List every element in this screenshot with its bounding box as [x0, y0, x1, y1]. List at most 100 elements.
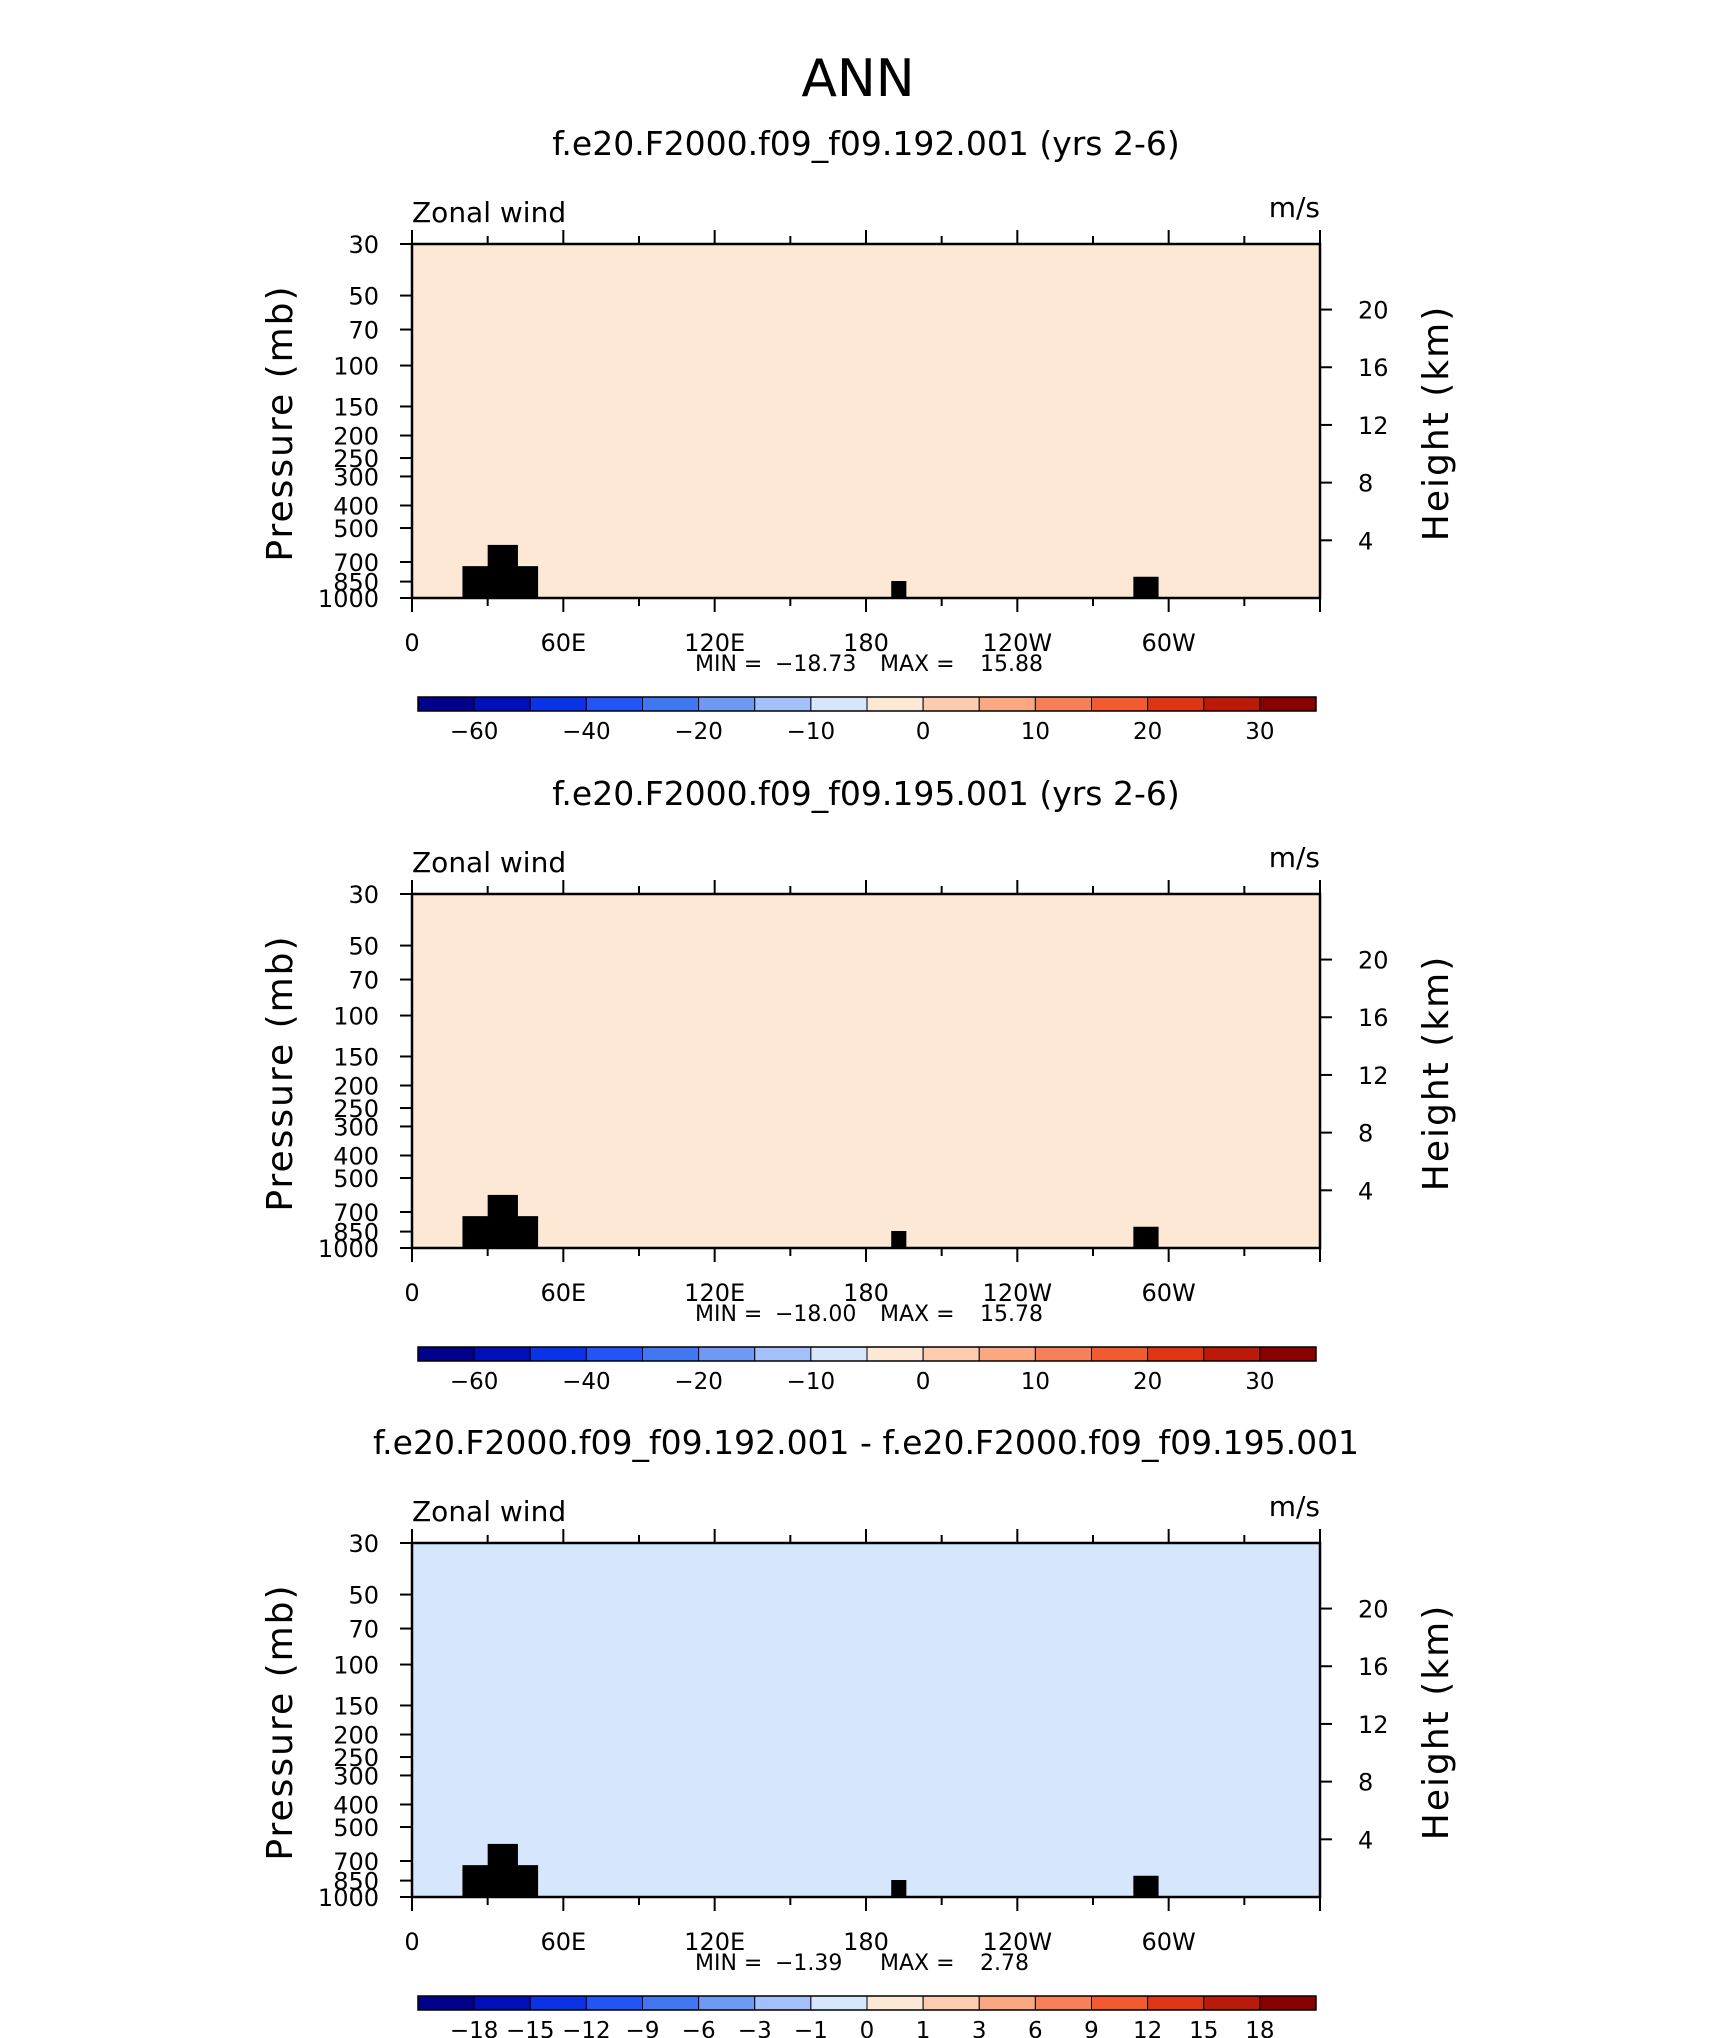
colorbar-label: 0: [860, 2018, 875, 2038]
colorbar-cell: [529, 1346, 587, 1362]
x-tick-label: 0: [404, 1279, 419, 1307]
y2-axis-title: Height (km): [1416, 1604, 1457, 1840]
y-tick-label: 700: [333, 1199, 379, 1227]
y2-tick-label: 12: [1358, 1711, 1389, 1739]
colorbar-label: 20: [1133, 1369, 1162, 1395]
x-tick-label: 120E: [684, 1279, 745, 1307]
x-tick-label: 120W: [983, 1279, 1053, 1307]
colorbar-cell: [810, 1995, 868, 2011]
contour-field: [412, 894, 1320, 1248]
colorbar-frame: [417, 1995, 1317, 2011]
colorbar-label: −40: [562, 1369, 611, 1395]
y-tick-label: 50: [348, 933, 379, 961]
colorbar-label: −20: [674, 1369, 723, 1395]
colorbar-cell: [1091, 1995, 1149, 2011]
y2-tick-label: 16: [1358, 354, 1389, 382]
x-tick-label: 60E: [540, 629, 586, 657]
y2-tick-label: 8: [1358, 470, 1373, 498]
y2-tick-label: 20: [1358, 297, 1389, 325]
max-label: MAX =: [880, 652, 955, 677]
y-tick-label: 150: [333, 393, 379, 421]
colorbar-label: 30: [1245, 719, 1274, 745]
colorbar-cell: [978, 696, 1036, 712]
colorbar-cell: [1034, 1346, 1092, 1362]
y-tick-label: 400: [333, 492, 379, 520]
x-tick-label: 60W: [1142, 1279, 1196, 1307]
y-tick-label: 300: [333, 1113, 379, 1141]
variable-label: Zonal wind: [412, 846, 566, 879]
y2-tick-label: 12: [1358, 412, 1389, 440]
y2-axis-title: Height (km): [1416, 305, 1457, 541]
max-label: MAX =: [880, 1951, 955, 1976]
contour-fill: [412, 244, 1320, 598]
y-tick-label: 850: [333, 1868, 379, 1896]
colorbar-cell: [922, 1346, 980, 1362]
colorbar-cell: [473, 696, 531, 712]
panel-difference: f.e20.F2000.f09_f09.192.001 - f.e20.F200…: [260, 1423, 1457, 2038]
colorbar-label: 12: [1133, 2018, 1162, 2038]
colorbar-label: −3: [738, 2018, 772, 2038]
colorbar-label: 0: [916, 719, 931, 745]
colorbar-cell: [642, 696, 700, 712]
colorbar-cell: [1259, 696, 1317, 712]
y-axis-title: Pressure (mb): [260, 284, 301, 561]
y-tick-label: 850: [333, 1219, 379, 1247]
min-label: MIN =: [695, 1951, 762, 1976]
topography: [891, 1231, 907, 1248]
colorbar-cell: [417, 696, 475, 712]
colorbar-label: −15: [506, 2018, 555, 2038]
y-tick-label: 200: [333, 1722, 379, 1750]
colorbar-cell: [585, 696, 643, 712]
y-tick-label: 1000: [318, 1235, 379, 1263]
colorbar-cell: [1147, 1995, 1205, 2011]
colorbar: −60 −40 −20 −10 0 10 20 30: [417, 1346, 1317, 1395]
colorbar-cell: [866, 1346, 924, 1362]
colorbar-cell: [1259, 1995, 1317, 2011]
y-tick-label: 250: [333, 445, 379, 473]
min-value: −18.00: [775, 1302, 856, 1327]
colorbar-cell: [585, 1995, 643, 2011]
variable-label: Zonal wind: [412, 196, 566, 229]
colorbar-cell: [1147, 696, 1205, 712]
x-tick-label: 60E: [540, 1279, 586, 1307]
max-value: 2.78: [980, 1951, 1029, 1976]
colorbar-label: −6: [682, 2018, 716, 2038]
y2-tick-label: 8: [1358, 1769, 1373, 1797]
x-tick-label: 120W: [983, 1928, 1053, 1956]
y2-axis-title: Height (km): [1416, 955, 1457, 1191]
topography: [1133, 1226, 1159, 1248]
y-tick-label: 700: [333, 549, 379, 577]
colorbar-cell: [922, 696, 980, 712]
y-axis-title: Pressure (mb): [260, 1583, 301, 1860]
contour-field: [412, 1543, 1320, 1897]
colorbar-label: 18: [1245, 2018, 1274, 2038]
x-tick-label: 180: [843, 1928, 889, 1956]
y-tick-label: 300: [333, 463, 379, 491]
colorbar-label: −40: [562, 719, 611, 745]
y2-tick-label: 4: [1358, 1826, 1373, 1854]
topography: [1133, 576, 1159, 598]
y-tick-label: 70: [348, 967, 379, 995]
colorbar: −60 −40 −20 −10 0 10 20 30: [417, 696, 1317, 745]
y2-tick-label: 8: [1358, 1120, 1373, 1148]
topography: [512, 1226, 534, 1248]
y2-tick-label: 12: [1358, 1062, 1389, 1090]
y-tick-label: 100: [333, 1003, 379, 1031]
colorbar-label: 6: [1028, 2018, 1043, 2038]
colorbar-cell: [754, 1346, 812, 1362]
max-label: MAX =: [880, 1302, 955, 1327]
colorbar-cell: [754, 1995, 812, 2011]
min-value: −1.39: [775, 1951, 842, 1976]
y-tick-label: 50: [348, 283, 379, 311]
figure-title: ANN: [801, 49, 914, 109]
max-value: 15.88: [980, 652, 1043, 677]
y2-tick-label: 4: [1358, 1177, 1373, 1205]
y-tick-label: 100: [333, 1652, 379, 1680]
colorbar-cell: [810, 1346, 868, 1362]
colorbar-cell: [810, 696, 868, 712]
topography: [512, 576, 534, 598]
x-tick-label: 60W: [1142, 629, 1196, 657]
colorbar-cell: [1203, 1995, 1261, 2011]
y-axis-title: Pressure (mb): [260, 934, 301, 1211]
y-tick-label: 400: [333, 1142, 379, 1170]
